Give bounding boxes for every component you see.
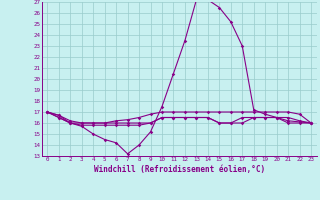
X-axis label: Windchill (Refroidissement éolien,°C): Windchill (Refroidissement éolien,°C): [94, 165, 265, 174]
